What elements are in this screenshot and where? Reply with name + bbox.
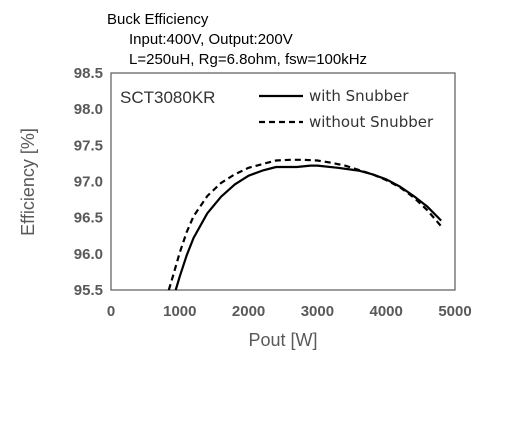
y-tick-label: 96.0 bbox=[74, 246, 103, 263]
series-layer bbox=[167, 158, 443, 291]
y-tick-label: 96.5 bbox=[74, 210, 103, 227]
chart-title-line-3: L=250uH, Rg=6.8ohm, fsw=100kHz bbox=[129, 51, 367, 68]
series-line-with-snubber bbox=[174, 164, 442, 291]
y-tick-label: 97.0 bbox=[74, 174, 103, 191]
x-tick-label: 0 bbox=[107, 303, 115, 320]
legend-label-with-snubber: with Snubber bbox=[309, 87, 409, 105]
device-annotation: SCT3080KR bbox=[120, 88, 215, 107]
plot-area bbox=[110, 72, 456, 291]
legend-label-without-snubber: without Snubber bbox=[309, 113, 434, 131]
x-tick-label: 2000 bbox=[232, 303, 265, 320]
legend: with Snubber without Snubber bbox=[259, 87, 434, 131]
x-tick-label: 4000 bbox=[370, 303, 403, 320]
chart-title: Buck Efficiency Input:400V, Output:200V … bbox=[107, 11, 367, 68]
y-tick-label: 98.0 bbox=[74, 101, 103, 118]
chart-title-line-2: Input:400V, Output:200V bbox=[129, 31, 293, 48]
x-tick-label: 5000 bbox=[438, 303, 471, 320]
chart-title-line-1: Buck Efficiency bbox=[107, 11, 209, 28]
x-tick-label: 3000 bbox=[301, 303, 334, 320]
series-line-without-snubber bbox=[167, 158, 443, 291]
y-tick-label: 98.5 bbox=[74, 65, 103, 82]
y-axis-label: Efficiency [%] bbox=[18, 128, 38, 236]
x-tick-label: 1000 bbox=[163, 303, 196, 320]
x-axis-label: Pout [W] bbox=[248, 330, 317, 350]
y-tick-label: 95.5 bbox=[74, 282, 103, 299]
y-axis-ticks: 95.5 96.0 96.5 97.0 97.5 98.0 98.5 bbox=[74, 65, 103, 299]
y-tick-label: 97.5 bbox=[74, 137, 103, 154]
x-axis-ticks: 0 1000 2000 3000 4000 5000 bbox=[107, 303, 472, 320]
